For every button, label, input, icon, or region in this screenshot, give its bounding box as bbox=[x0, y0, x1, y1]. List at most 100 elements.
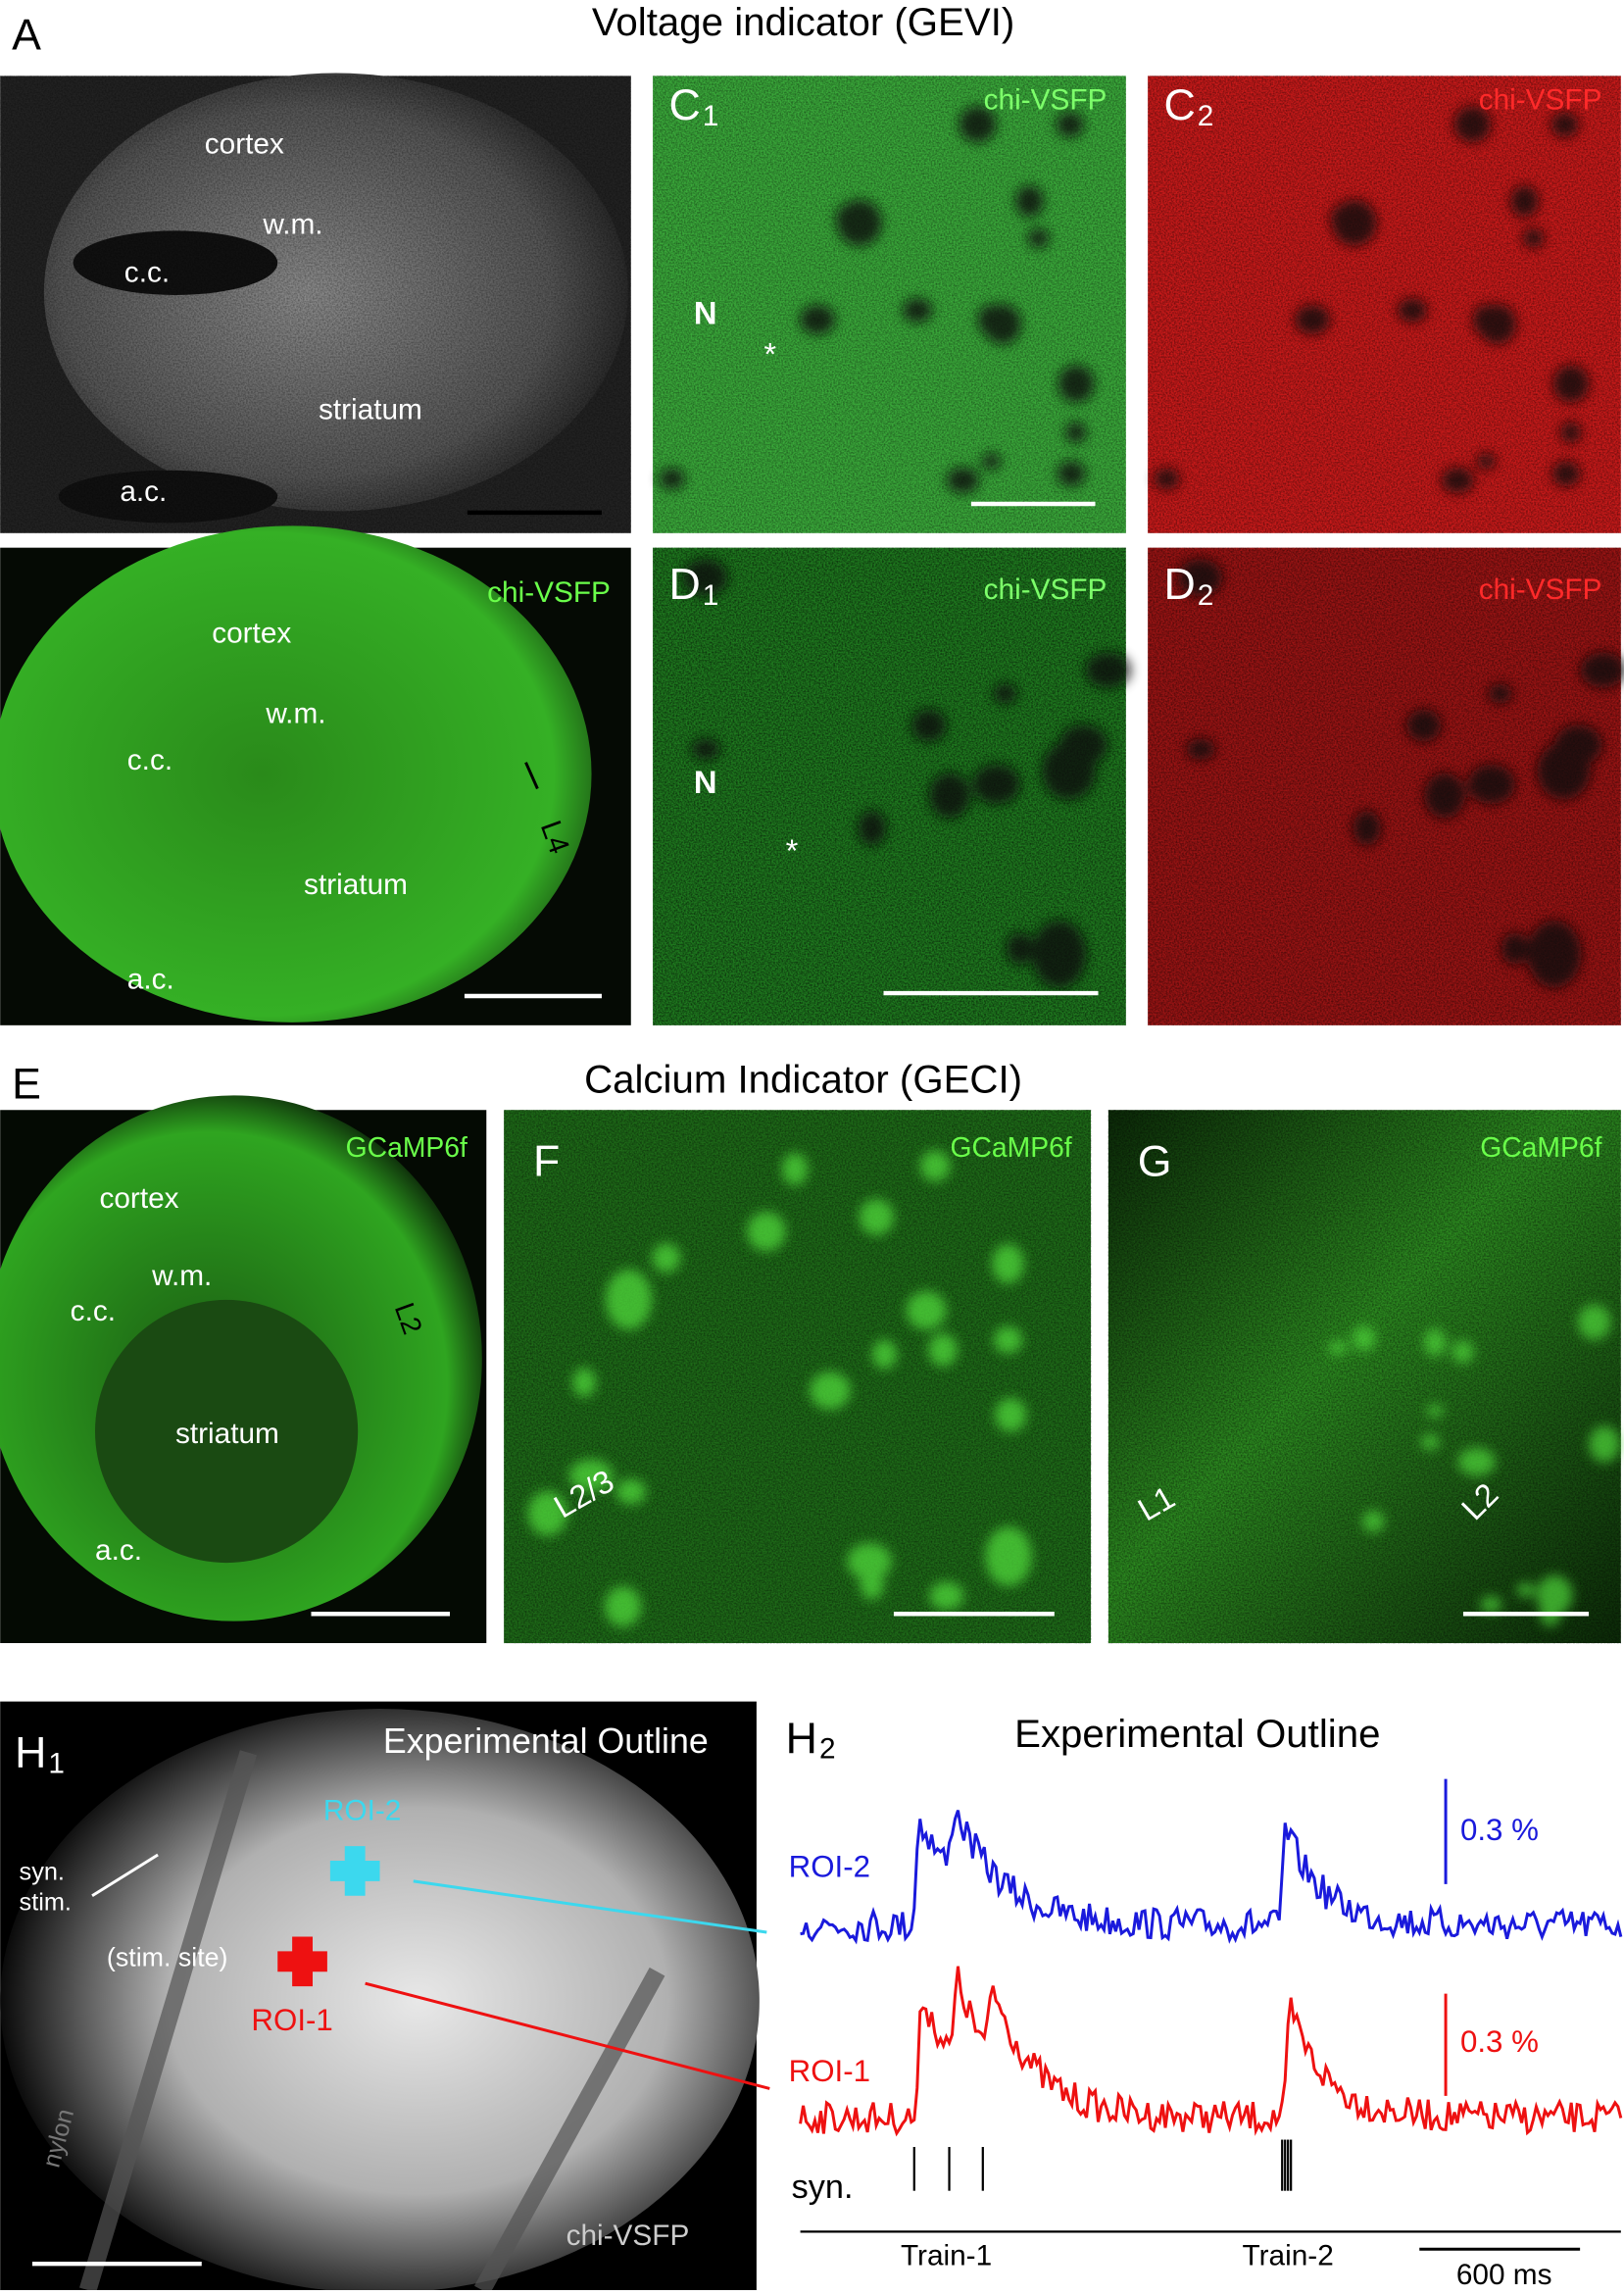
connector bbox=[365, 1981, 770, 2090]
cell bbox=[1295, 304, 1331, 335]
panel-label: C bbox=[1164, 81, 1196, 129]
cell bbox=[605, 1269, 653, 1330]
annotation: * bbox=[763, 335, 776, 372]
annotation: striatum bbox=[319, 394, 422, 426]
panel-title: Experimental Outline bbox=[1014, 1712, 1380, 1756]
cell bbox=[1580, 652, 1624, 688]
cell bbox=[993, 1325, 1023, 1354]
panel-tag: GCaMP6f bbox=[1480, 1131, 1601, 1163]
texture bbox=[0, 75, 631, 533]
cell bbox=[1510, 184, 1540, 218]
cell bbox=[800, 304, 836, 335]
cell bbox=[527, 1490, 567, 1536]
cell bbox=[1177, 558, 1223, 597]
annotation: cortex bbox=[99, 1182, 178, 1215]
cell bbox=[682, 558, 728, 597]
cell bbox=[1552, 365, 1590, 403]
cell bbox=[1453, 106, 1492, 143]
panel-label: F bbox=[533, 1137, 560, 1185]
cell bbox=[1553, 723, 1603, 766]
panel-label: H bbox=[15, 1729, 46, 1777]
cell bbox=[691, 738, 720, 761]
annotation: a.c. bbox=[120, 475, 167, 508]
panel-label: D bbox=[669, 561, 701, 609]
cell bbox=[847, 1543, 892, 1580]
cell bbox=[910, 709, 947, 742]
cell bbox=[959, 106, 997, 143]
cell bbox=[1426, 1404, 1445, 1418]
scale-label: 600 ms bbox=[1456, 2259, 1552, 2290]
section-title: Voltage indicator (GEVI) bbox=[592, 0, 1014, 44]
cell bbox=[1058, 365, 1095, 403]
cell bbox=[747, 1212, 786, 1252]
cell bbox=[1527, 920, 1582, 988]
stim-line bbox=[91, 1853, 159, 1898]
stim-ticks bbox=[912, 2139, 1293, 2191]
roi-marker bbox=[277, 1936, 327, 1987]
annotation: striatum bbox=[175, 1418, 279, 1450]
cell bbox=[1551, 461, 1581, 487]
annotation: w.m. bbox=[265, 697, 325, 729]
cell bbox=[1589, 1425, 1621, 1463]
cell bbox=[1550, 112, 1580, 138]
roi-marker bbox=[329, 1846, 380, 1896]
cell bbox=[1405, 709, 1442, 742]
annotation: cortex bbox=[205, 127, 284, 160]
cell bbox=[906, 1291, 947, 1330]
annotation: w.m. bbox=[151, 1260, 212, 1292]
neurons bbox=[527, 1150, 1032, 1627]
texture bbox=[653, 75, 1126, 533]
annotation: a.c. bbox=[127, 964, 174, 996]
cell bbox=[1186, 738, 1215, 761]
cell bbox=[781, 1152, 809, 1186]
connector bbox=[413, 1879, 767, 1934]
cell bbox=[1452, 1340, 1474, 1364]
cell bbox=[902, 298, 933, 323]
cell bbox=[1154, 468, 1180, 490]
cell bbox=[1032, 920, 1087, 988]
train-label: Train-1 bbox=[901, 2240, 992, 2272]
cell bbox=[1015, 184, 1045, 218]
annotation: N bbox=[694, 764, 717, 800]
panel-label: 1 bbox=[48, 1748, 65, 1780]
panel-tag: chi-VSFP bbox=[487, 576, 611, 609]
cell bbox=[1353, 1325, 1376, 1352]
annotation: N bbox=[694, 295, 717, 331]
cell bbox=[1480, 1596, 1502, 1614]
cell bbox=[1488, 683, 1512, 704]
panel-tag: chi-VSFP bbox=[1479, 574, 1602, 606]
panel-label: 2 bbox=[1198, 100, 1214, 132]
cell bbox=[1467, 764, 1515, 805]
cell bbox=[835, 204, 864, 232]
trace-label: ROI-2 bbox=[789, 1849, 870, 1883]
annotation: * bbox=[786, 832, 799, 869]
cell bbox=[871, 1339, 898, 1370]
panel-label: 2 bbox=[819, 1733, 836, 1766]
cell bbox=[1457, 1447, 1496, 1476]
cell bbox=[859, 1199, 895, 1235]
annotation: c.c. bbox=[124, 257, 170, 289]
scale-label: 0.3 % bbox=[1460, 2024, 1539, 2059]
cell bbox=[572, 1368, 597, 1398]
cell bbox=[568, 1459, 614, 1492]
nylon-strip bbox=[473, 1967, 665, 2295]
panel-tag: chi-VSFP bbox=[984, 574, 1107, 606]
cell bbox=[652, 1243, 681, 1273]
panel-tag: chi-VSFP bbox=[984, 84, 1107, 117]
train-label: Train-2 bbox=[1243, 2240, 1334, 2272]
cell bbox=[1501, 932, 1529, 966]
cell bbox=[1560, 422, 1582, 443]
texture bbox=[1148, 75, 1621, 533]
nylon-strip bbox=[78, 1750, 258, 2293]
cell bbox=[858, 810, 887, 846]
cell bbox=[929, 773, 970, 819]
trace bbox=[799, 1966, 1623, 2137]
cell bbox=[1423, 1328, 1447, 1357]
cell bbox=[1027, 228, 1050, 248]
cell bbox=[1330, 204, 1359, 232]
cell bbox=[1476, 452, 1497, 470]
scale-label: 0.3 % bbox=[1460, 1813, 1539, 1847]
brain-slice bbox=[0, 525, 592, 1023]
cell bbox=[1516, 1582, 1536, 1598]
